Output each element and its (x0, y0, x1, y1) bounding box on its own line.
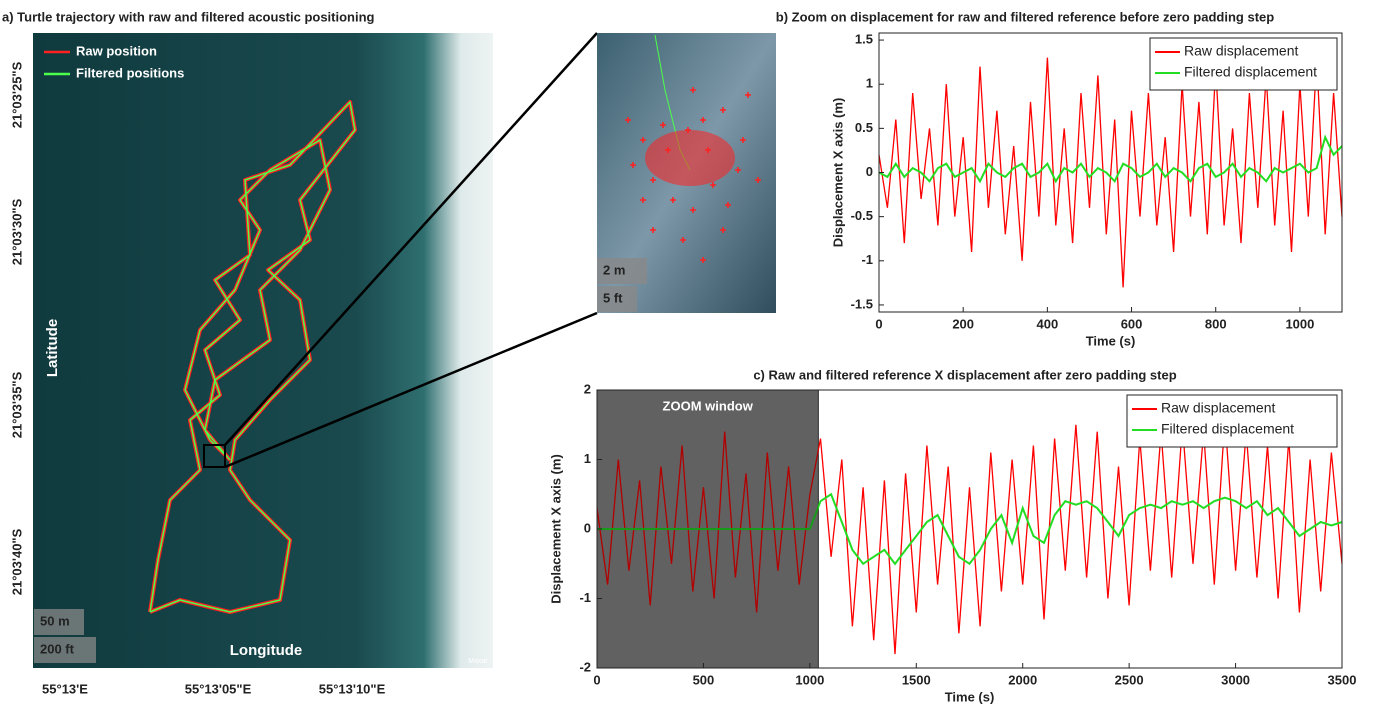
scale-label: 200 ft (40, 641, 75, 656)
legend-label: Raw position (76, 43, 157, 58)
y-axis-label: Displacement X axis (m) (830, 98, 845, 248)
x-tick-label: 1000 (795, 672, 824, 687)
chart-title: c) Raw and filtered reference X displace… (753, 367, 1176, 382)
legend-box (1126, 394, 1338, 448)
legend-label: Raw displacement (1184, 43, 1298, 59)
x-tick-label: 600 (1121, 316, 1143, 331)
x-tick-label: 3500 (1328, 672, 1357, 687)
x-tick-label: 0 (593, 672, 600, 687)
map-image (33, 33, 493, 668)
y-tick-label: 1 (584, 451, 591, 466)
map-y-tick: 21°03'35"S (9, 371, 24, 438)
map-x-label: Longitude (230, 642, 302, 659)
chart-title: b) Zoom on displacement for raw and filt… (776, 9, 1274, 24)
x-tick-label: 0 (875, 316, 882, 331)
annotation: ZOOM window (663, 398, 754, 413)
y-tick-label: -0.5 (851, 208, 873, 223)
y-tick-label: -1 (579, 590, 591, 605)
map-credit: Maxar (468, 658, 488, 665)
map-x-tick: 55°13'10"E (319, 681, 386, 696)
map-y-tick: 21°03'40"S (9, 528, 24, 595)
x-tick-label: 500 (693, 672, 715, 687)
y-tick-label: 2 (584, 381, 591, 396)
x-axis-label: Time (s) (1086, 333, 1136, 348)
data-line (878, 134, 1343, 184)
scale-box (34, 637, 96, 663)
data-line (597, 492, 1343, 566)
y-axis-label: Displacement X axis (m) (548, 454, 563, 604)
x-tick-label: 400 (1037, 316, 1059, 331)
map-y-tick: 21°03'30"S (9, 198, 24, 265)
x-tick-label: 800 (1205, 316, 1227, 331)
y-tick-label: -1 (861, 252, 873, 267)
scale-box (597, 258, 647, 284)
x-tick-label: 3000 (1221, 672, 1250, 687)
y-tick-label: 1 (866, 76, 873, 91)
x-axis-label: Time (s) (945, 689, 995, 704)
legend-label: Raw displacement (1161, 400, 1275, 416)
zoom-box (203, 444, 226, 468)
y-tick-label: 0 (866, 164, 873, 179)
y-tick-label: 0.5 (855, 120, 873, 135)
trajectory (148, 100, 357, 614)
legend-label: Filtered displacement (1184, 64, 1317, 80)
map-x-tick: 55°13'05"E (185, 681, 252, 696)
inset-points (625, 87, 761, 263)
zoom-shade (597, 390, 819, 668)
map-y-tick: 21°03'25"S (9, 61, 24, 128)
legend-box (1149, 37, 1338, 91)
x-tick-label: 2500 (1115, 672, 1144, 687)
map-x-tick: 55°13'E (42, 681, 88, 696)
y-tick-label: -2 (579, 659, 591, 674)
x-tick-label: 1000 (1285, 316, 1314, 331)
connector (224, 32, 598, 446)
x-tick-label: 1500 (902, 672, 931, 687)
map-title: a) Turtle trajectory with raw and filter… (2, 9, 375, 24)
connector (224, 311, 598, 469)
legend-label: Filtered positions (76, 65, 184, 80)
data-line (596, 417, 1343, 655)
y-tick-label: -1.5 (851, 296, 873, 311)
scale-label: 5 ft (603, 290, 623, 305)
y-tick-label: 0 (584, 520, 591, 535)
scale-label: 2 m (603, 262, 625, 277)
scale-label: 50 m (40, 613, 70, 628)
map-y-label: Latitude (44, 319, 61, 377)
x-tick-label: 200 (952, 316, 974, 331)
y-tick-label: 1.5 (855, 32, 873, 47)
scale-box (34, 609, 84, 635)
scale-box (597, 286, 637, 312)
x-tick-label: 2000 (1008, 672, 1037, 687)
inset-cluster (645, 130, 735, 186)
legend-label: Filtered displacement (1161, 421, 1294, 437)
